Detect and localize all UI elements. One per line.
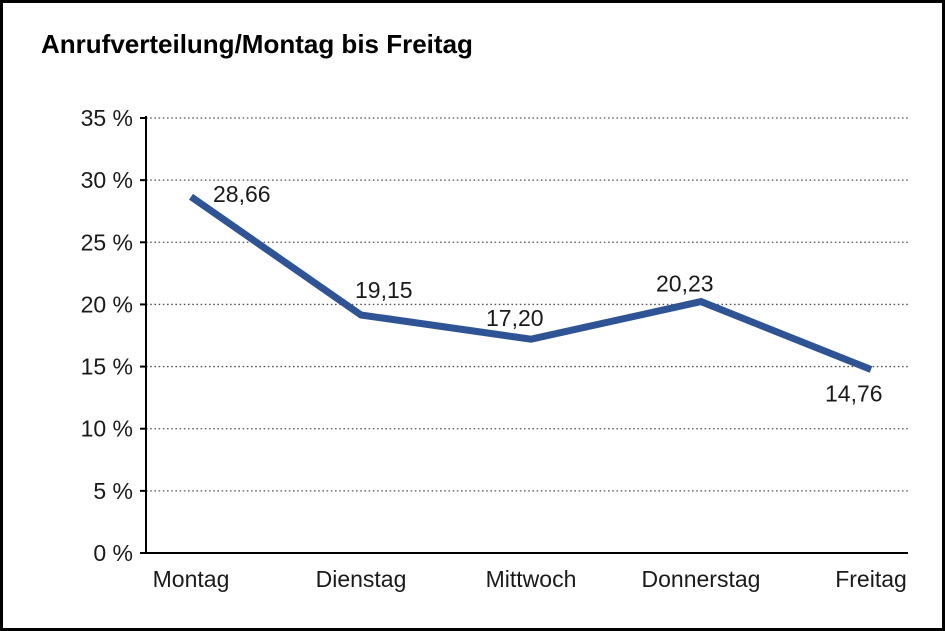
y-axis-label: 15 % bbox=[81, 354, 133, 380]
data-series-line bbox=[189, 193, 873, 373]
data-point-label: 28,66 bbox=[213, 181, 271, 207]
data-point-label: 17,20 bbox=[486, 305, 544, 331]
line-chart-canvas: 35 % 30 % 25 % 20 % 15 % 10 % 5 % 0 % Montag Die… bbox=[81, 105, 908, 592]
data-point-labels: 28,66 19,15 17,20 20,23 14,76 bbox=[213, 181, 883, 407]
y-axis-label: 35 % bbox=[81, 105, 133, 131]
y-axis-label: 5 % bbox=[93, 478, 133, 504]
chart-title: Anrufverteilung/Montag bis Freitag bbox=[41, 29, 473, 59]
y-axis-label: 10 % bbox=[81, 416, 133, 442]
x-axis-label: Montag bbox=[153, 566, 230, 592]
x-axis-labels: Montag Dienstag Mittwoch Donnerstag Freitag bbox=[153, 566, 907, 592]
y-axis-label: 0 % bbox=[93, 540, 133, 566]
y-axis-label: 20 % bbox=[81, 291, 133, 317]
y-axis-labels: 35 % 30 % 25 % 20 % 15 % 10 % 5 % 0 % bbox=[81, 105, 133, 566]
data-point-label: 14,76 bbox=[825, 381, 883, 407]
x-axis-label: Freitag bbox=[835, 566, 907, 592]
x-axis-label: Donnerstag bbox=[642, 566, 761, 592]
x-axis-label: Mittwoch bbox=[486, 566, 577, 592]
x-axis-label: Dienstag bbox=[316, 566, 407, 592]
gridlines bbox=[146, 117, 908, 492]
data-point-label: 19,15 bbox=[355, 277, 413, 303]
y-axis-label: 30 % bbox=[81, 167, 133, 193]
y-axis-label: 25 % bbox=[81, 229, 133, 255]
data-point-label: 20,23 bbox=[656, 271, 714, 297]
